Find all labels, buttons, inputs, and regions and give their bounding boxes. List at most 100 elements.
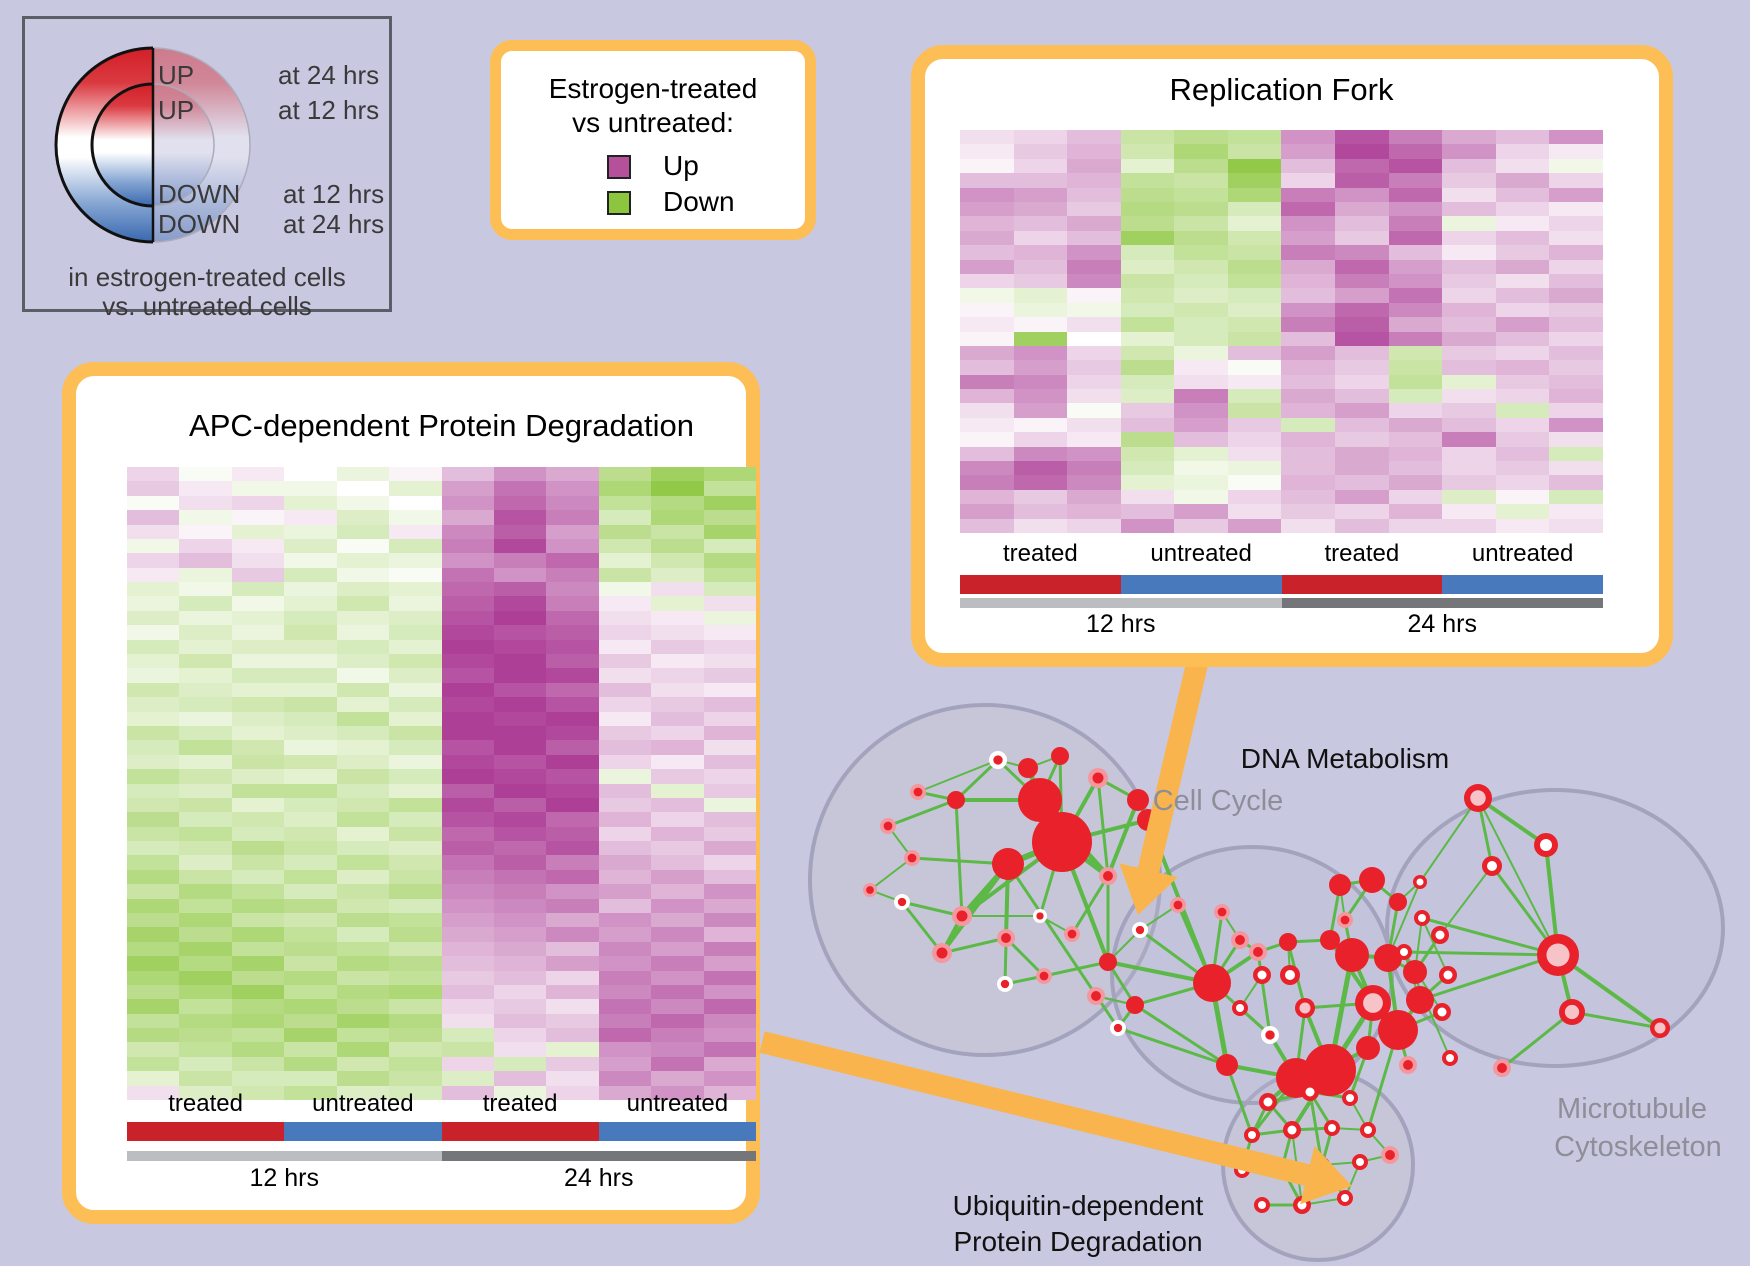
heatmap-cell — [284, 898, 337, 913]
heatmap-cell — [1281, 259, 1336, 274]
heatmap-cell — [960, 417, 1014, 433]
heatmap-cell — [336, 912, 390, 928]
heatmap-cell — [336, 495, 390, 511]
heatmap-cell — [284, 1042, 337, 1057]
heatmap-cell — [284, 582, 337, 597]
heatmap-cell — [441, 797, 494, 813]
heatmap-cell — [1495, 144, 1550, 159]
heatmap-cell — [1335, 216, 1389, 231]
down-label: Down — [663, 186, 735, 217]
heatmap-cell — [441, 582, 494, 597]
heatmap-cell — [231, 740, 285, 755]
heatmap-cell — [284, 740, 337, 755]
heatmap-cell — [336, 582, 390, 597]
heatmap-cell — [651, 481, 704, 496]
heatmap-cell — [1174, 216, 1228, 231]
heatmap-cell — [1335, 302, 1389, 318]
heatmap-cell — [1067, 216, 1121, 231]
heatmap-cell — [1335, 158, 1389, 174]
heatmap-cell — [703, 538, 756, 554]
condition-group-label: treated — [482, 1090, 558, 1117]
heatmap-cell — [127, 538, 180, 554]
heatmap-cell — [1388, 201, 1443, 217]
heatmap-cell — [598, 711, 652, 726]
heatmap-cell — [231, 1028, 285, 1043]
heatmap-cell — [336, 610, 390, 626]
heatmap-cell — [231, 769, 285, 784]
heatmap-cell — [1227, 446, 1282, 462]
heatmap-cell — [1388, 518, 1443, 533]
ring-legend-footer-1: in estrogen-treated cells — [68, 262, 346, 292]
heatmap-cell — [651, 639, 704, 655]
heatmap-cell — [127, 927, 180, 942]
heatmap-cell — [493, 1013, 547, 1029]
heatmap-cell — [389, 553, 442, 568]
heatmap-cell — [1388, 389, 1443, 404]
heatmap-cell — [179, 1013, 232, 1029]
heatmap-cell — [441, 668, 494, 683]
heatmap-cell — [960, 216, 1014, 231]
heatmap-cell — [1335, 245, 1389, 260]
heatmap-cell — [1174, 130, 1228, 145]
heatmap-cell — [336, 596, 390, 611]
heatmap-cell — [651, 1013, 704, 1029]
heatmap-cell — [336, 970, 390, 985]
heatmap-cell — [1281, 518, 1336, 533]
heatmap-cell — [127, 481, 180, 496]
heatmap-cell — [546, 625, 599, 640]
heatmap-cell — [389, 841, 442, 856]
heatmap-cell — [284, 668, 337, 683]
heatmap-cell — [441, 984, 494, 1000]
heatmap-cell — [284, 927, 337, 942]
condition-group-label: treated — [1003, 540, 1078, 567]
condition-group-label: treated — [168, 1090, 243, 1117]
heatmap-cell — [389, 654, 442, 669]
heatmap-cell — [493, 582, 547, 597]
heatmap-cell — [127, 682, 180, 698]
heatmap-cell — [1281, 432, 1336, 447]
heatmap-cell — [1442, 489, 1496, 505]
heatmap-cell — [389, 639, 442, 655]
heatmap-cell — [1549, 331, 1603, 346]
heatmap-cell — [389, 725, 442, 741]
heatmap-cell — [493, 754, 547, 770]
heatmap-cell — [1013, 158, 1068, 174]
condition-color-bar — [1442, 575, 1603, 594]
heatmap-cell — [598, 538, 652, 554]
heatmap-cell — [546, 697, 599, 712]
heatmap-cell — [336, 984, 390, 1000]
heatmap-cell — [336, 812, 390, 827]
ring-legend-state-3: DOWN — [158, 209, 241, 239]
heatmap-cell — [1281, 187, 1336, 202]
heatmap-cell — [389, 567, 442, 583]
heatmap-cell — [546, 783, 599, 798]
heatmap-cell — [1442, 345, 1496, 361]
heatmap-cell — [493, 912, 547, 928]
heatmap-cell — [1013, 461, 1068, 476]
heatmap-cell — [1067, 518, 1121, 533]
heatmap-cell — [1013, 331, 1068, 346]
heatmap-cell — [493, 538, 547, 554]
heatmap-cell — [703, 898, 756, 913]
heatmap-cell — [231, 841, 285, 856]
heatmap-cell — [336, 697, 390, 712]
heatmap-cell — [598, 481, 652, 496]
heatmap-cell — [1442, 259, 1496, 274]
heatmap-cell — [1281, 317, 1336, 332]
heatmap-cell — [441, 999, 494, 1014]
heatmap-cell — [179, 582, 232, 597]
heatmap-cell — [493, 467, 547, 482]
heatmap-cell — [703, 754, 756, 770]
heatmap-cell — [389, 884, 442, 899]
heatmap-cell — [703, 582, 756, 597]
heatmap-cell — [546, 927, 599, 942]
heatmap-cell — [1227, 158, 1282, 174]
heatmap-cell — [231, 1085, 285, 1100]
heatmap-cell — [703, 740, 756, 755]
heatmap-cell — [651, 855, 704, 870]
heatmap-cell — [441, 481, 494, 496]
heatmap-cell — [493, 855, 547, 870]
heatmap-cell — [546, 582, 599, 597]
heatmap-cell — [1227, 288, 1282, 303]
heatmap-cell — [1174, 317, 1228, 332]
